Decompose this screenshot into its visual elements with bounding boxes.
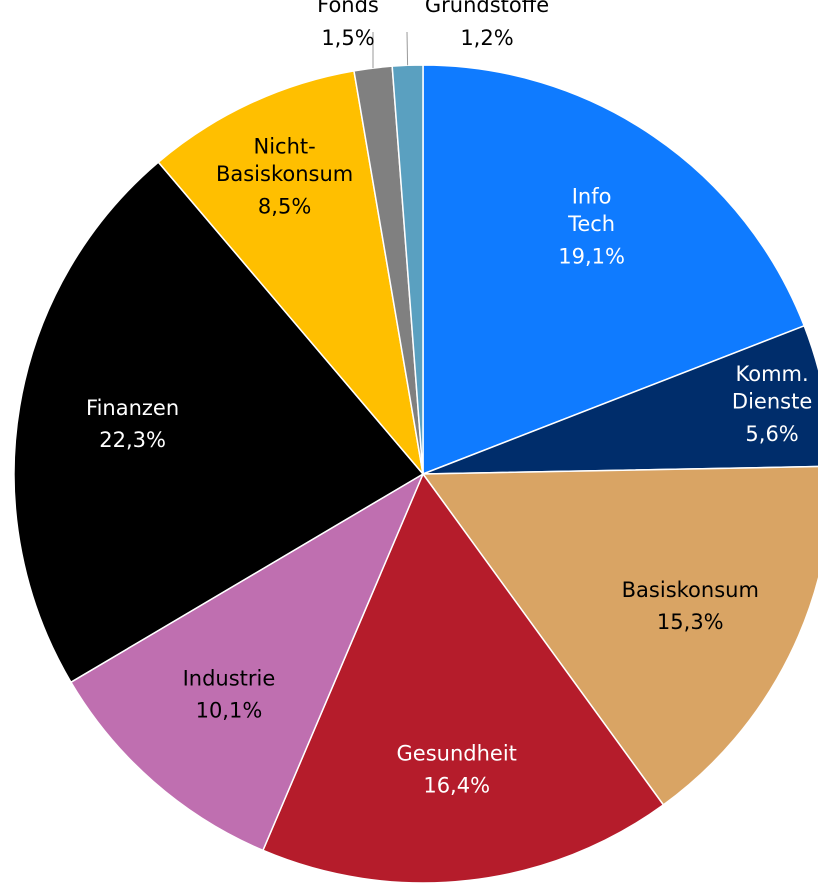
slice-value-label: 1,2% bbox=[460, 26, 513, 50]
slice-value-label: 19,1% bbox=[558, 245, 625, 269]
pie-slice bbox=[422, 324, 818, 475]
slice-label: Basiskonsum bbox=[622, 578, 759, 602]
pie-slice bbox=[69, 472, 425, 852]
slice-label: Komm. Dienste bbox=[732, 362, 812, 413]
slice-value-label: 10,1% bbox=[196, 699, 263, 723]
slice-label: Info Tech bbox=[567, 185, 615, 236]
slice-value-label: 15,3% bbox=[657, 610, 724, 634]
pie-slice bbox=[13, 161, 425, 684]
pie-slice bbox=[157, 70, 425, 477]
pie-slice bbox=[421, 465, 818, 806]
pie-slice bbox=[422, 64, 806, 476]
leader-line bbox=[406, 31, 409, 66]
slice-value-label: 16,4% bbox=[423, 774, 490, 798]
slice-label: Grundstoffe bbox=[425, 0, 549, 17]
slice-value-label: 22,3% bbox=[99, 428, 166, 452]
slice-value-label: 8,5% bbox=[258, 195, 311, 219]
pie-slice bbox=[261, 472, 665, 884]
slice-label: Gesundheit bbox=[397, 742, 517, 766]
slice-label: Finanzen bbox=[86, 396, 179, 420]
slice-value-label: 5,6% bbox=[745, 422, 798, 446]
slice-label: Fonds bbox=[317, 0, 379, 17]
slice-value-label: 1,5% bbox=[321, 26, 374, 50]
slice-label: Industrie bbox=[183, 667, 276, 691]
slice-label: Nicht-Basiskonsum bbox=[216, 135, 353, 186]
